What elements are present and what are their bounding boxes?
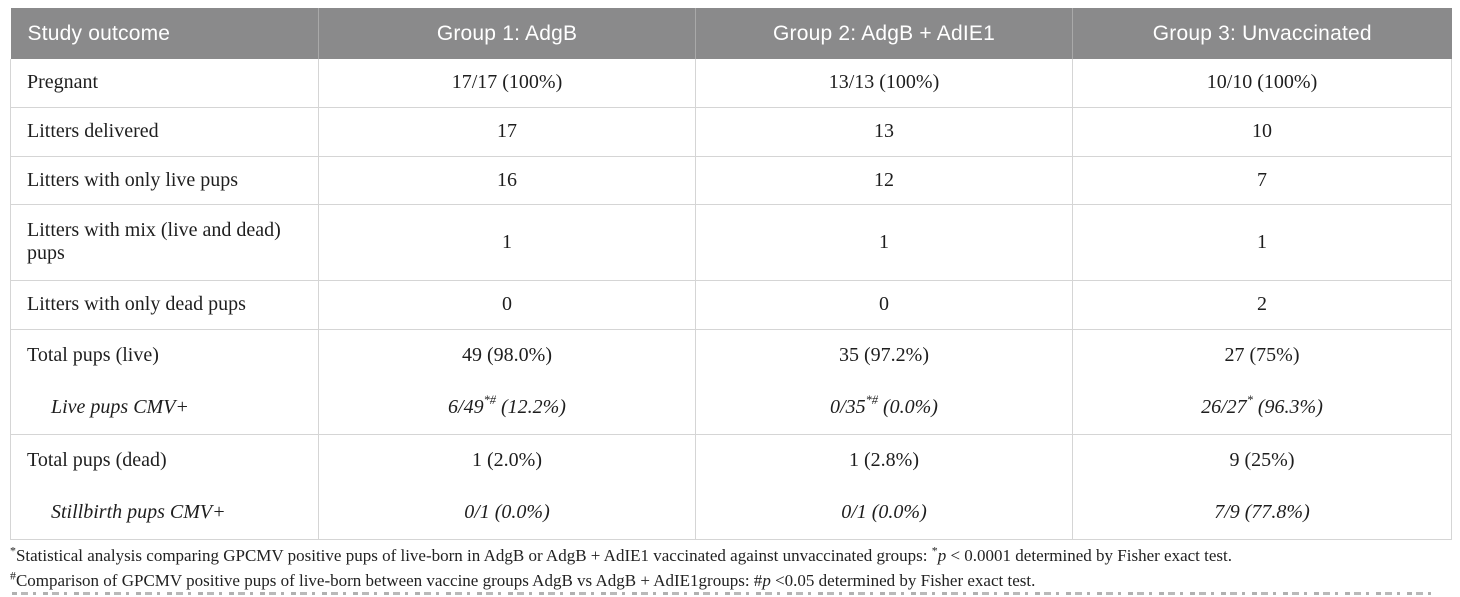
table-cell: 0 bbox=[695, 279, 1073, 330]
table-cell: 13/13 (100%) bbox=[695, 59, 1073, 108]
table-cell: 0 bbox=[318, 279, 696, 330]
table-cell: 17 bbox=[318, 106, 696, 157]
row-label: Live pups CMV+ bbox=[10, 381, 319, 435]
table-row: Litters with only dead pups 0 0 2 bbox=[10, 279, 1452, 330]
header-group-3: Group 3: Unvaccinated bbox=[1072, 8, 1452, 59]
table-cell: 6/49*# (12.2%) bbox=[318, 381, 696, 435]
study-outcome-table: Study outcome Group 1: AdgB Group 2: Adg… bbox=[10, 8, 1452, 540]
hash-marker: # bbox=[10, 568, 16, 583]
footnote-hash: #Comparison of GPCMV positive pups of li… bbox=[10, 568, 1036, 590]
table-cell: 12 bbox=[695, 155, 1073, 205]
table-cell: 49 (98.0%) bbox=[318, 328, 696, 381]
table-cell: 13 bbox=[695, 106, 1073, 157]
table-cell: 0/1 (0.0%) bbox=[695, 486, 1073, 540]
table-row: Total pups (dead) 1 (2.0%) 1 (2.8%) 9 (2… bbox=[10, 433, 1452, 486]
asterisk-stat-marker: * bbox=[931, 543, 938, 558]
table-cell: 9 (25%) bbox=[1072, 433, 1452, 486]
table-row: Litters with only live pups 16 12 7 bbox=[10, 155, 1452, 205]
table-cell: 0/35*# (0.0%) bbox=[695, 381, 1073, 435]
table-cell: 17/17 (100%) bbox=[318, 59, 696, 108]
table-row: Total pups (live) 49 (98.0%) 35 (97.2%) … bbox=[10, 328, 1452, 381]
row-label: Litters with only dead pups bbox=[10, 279, 319, 330]
table-subrow: Stillbirth pups CMV+ 0/1 (0.0%) 0/1 (0.0… bbox=[10, 486, 1452, 540]
table-cell: 2 bbox=[1072, 279, 1452, 330]
table-cell: 7 bbox=[1072, 155, 1452, 205]
table-cell: 26/27* (96.3%) bbox=[1072, 381, 1452, 435]
table-cell: 7/9 (77.8%) bbox=[1072, 486, 1452, 540]
table-cell: 10 bbox=[1072, 106, 1452, 157]
row-label: Total pups (dead) bbox=[10, 433, 319, 486]
table-row: Litters with mix (live and dead) pups 1 … bbox=[10, 203, 1452, 281]
row-label: Litters with mix (live and dead) pups bbox=[10, 203, 319, 281]
row-label: Stillbirth pups CMV+ bbox=[10, 486, 319, 540]
table-header-row: Study outcome Group 1: AdgB Group 2: Adg… bbox=[10, 8, 1452, 59]
row-label: Litters delivered bbox=[10, 106, 319, 157]
table-cell: 1 bbox=[695, 203, 1073, 281]
table-cell: 1 bbox=[318, 203, 696, 281]
asterisk-marker: * bbox=[10, 543, 16, 558]
cropped-text-edge bbox=[12, 592, 1432, 595]
table-row: Litters delivered 17 13 10 bbox=[10, 106, 1452, 157]
table-subrow: Live pups CMV+ 6/49*# (12.2%) 0/35*# (0.… bbox=[10, 381, 1452, 435]
table-row: Pregnant 17/17 (100%) 13/13 (100%) 10/10… bbox=[10, 59, 1452, 108]
row-label: Total pups (live) bbox=[10, 328, 319, 381]
table-cell: 10/10 (100%) bbox=[1072, 59, 1452, 108]
row-label: Litters with only live pups bbox=[10, 155, 319, 205]
p-value-symbol: p bbox=[937, 546, 947, 565]
table-cell: 1 (2.0%) bbox=[318, 433, 696, 486]
table-cell: 16 bbox=[318, 155, 696, 205]
row-label: Pregnant bbox=[10, 59, 319, 108]
footnotes: *Statistical analysis comparing GPCMV po… bbox=[10, 543, 1451, 593]
header-group-2: Group 2: AdgB + AdIE1 bbox=[695, 8, 1073, 59]
p-value-symbol: p bbox=[762, 571, 771, 590]
table-cell: 1 (2.8%) bbox=[695, 433, 1073, 486]
header-study-outcome: Study outcome bbox=[10, 8, 319, 59]
table-cell: 27 (75%) bbox=[1072, 328, 1452, 381]
table-cell: 0/1 (0.0%) bbox=[318, 486, 696, 540]
footnote-asterisk: *Statistical analysis comparing GPCMV po… bbox=[10, 543, 1232, 565]
table-cell: 35 (97.2%) bbox=[695, 328, 1073, 381]
header-group-1: Group 1: AdgB bbox=[318, 8, 696, 59]
table-cell: 1 bbox=[1072, 203, 1452, 281]
